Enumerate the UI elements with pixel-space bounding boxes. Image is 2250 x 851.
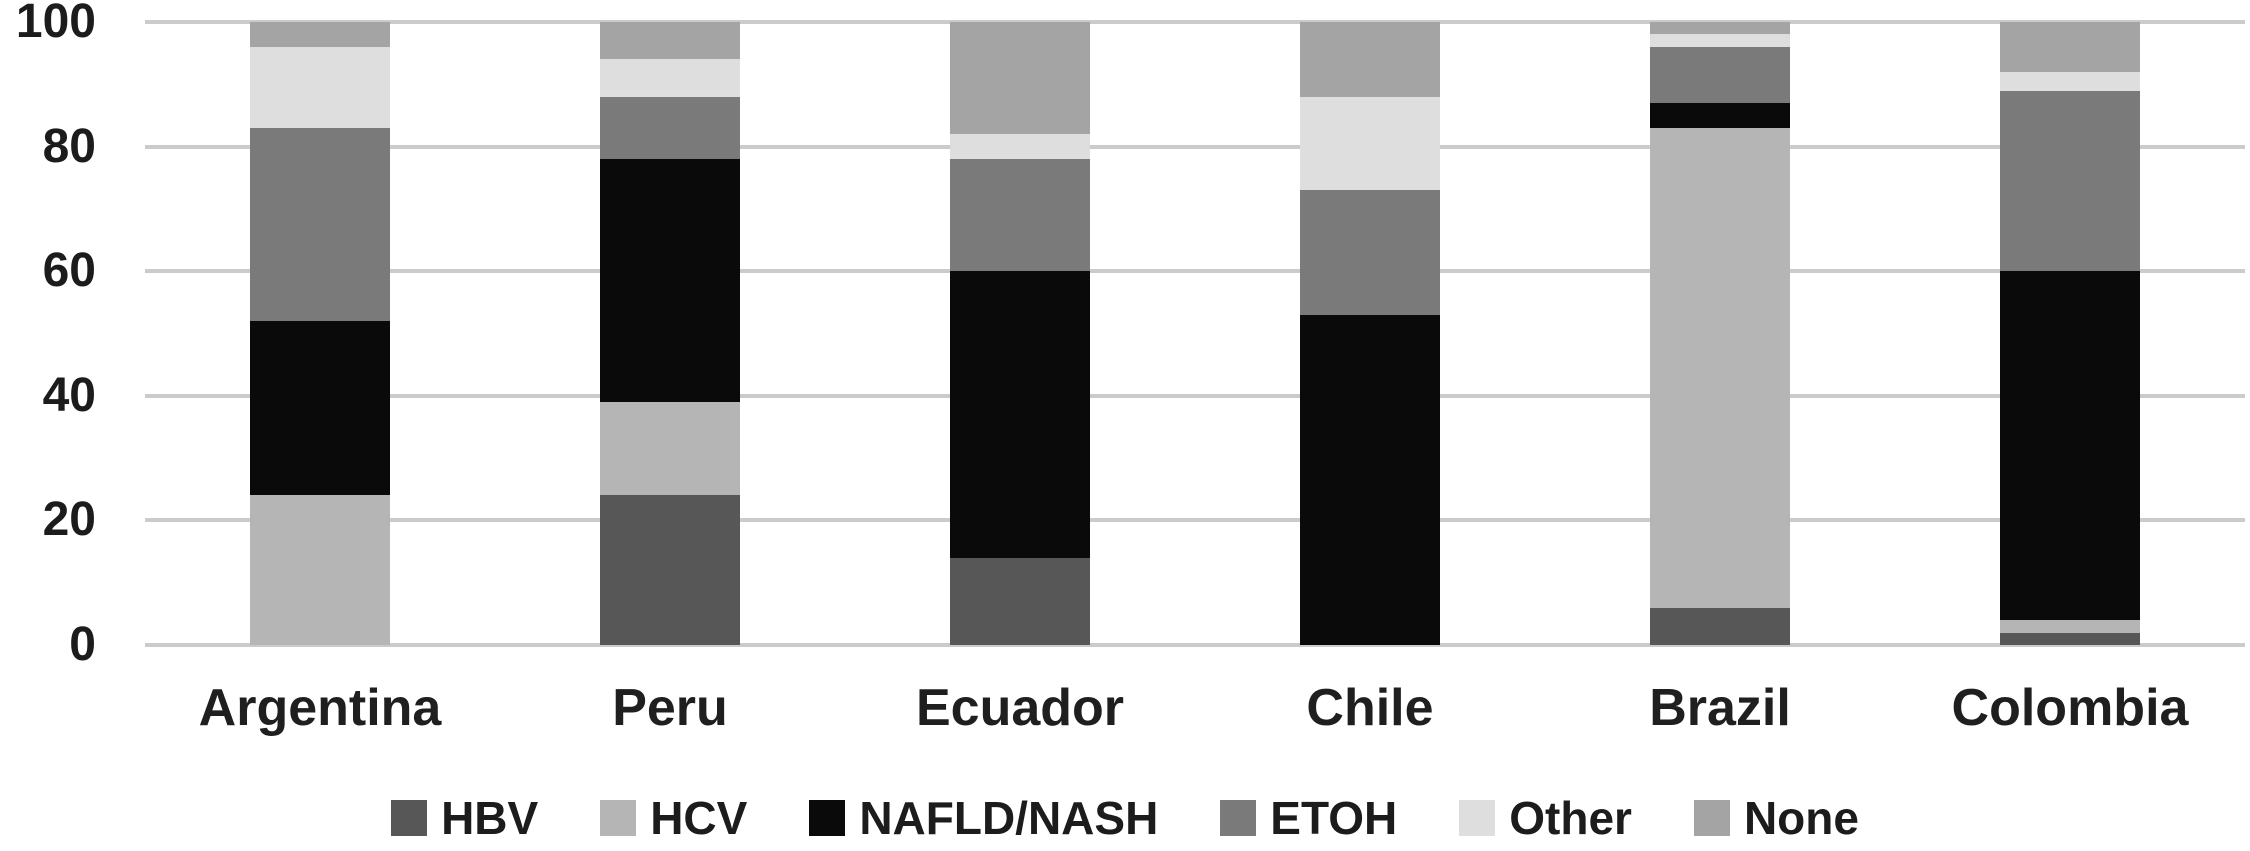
bar-segment-argentina-nafld-nash bbox=[250, 321, 390, 496]
bar-segment-peru-etoh bbox=[600, 96, 740, 160]
gridline-y-80 bbox=[145, 144, 2245, 149]
bar-segment-brazil-nafld-nash bbox=[1650, 102, 1790, 128]
gridline-y-100 bbox=[145, 20, 2245, 24]
legend-swatch-other bbox=[1459, 800, 1496, 836]
x-axis-label-ecuador: Ecuador bbox=[915, 679, 1125, 737]
bar-segment-brazil-hcv bbox=[1650, 127, 1790, 608]
legend-label-none: None bbox=[1743, 792, 1859, 844]
bar-segment-brazil-none bbox=[1650, 22, 1790, 35]
y-tick-label-80: 80 bbox=[42, 119, 96, 173]
bar-segment-argentina-hcv bbox=[250, 495, 390, 645]
bar-segment-colombia-hbv bbox=[2000, 632, 2140, 645]
y-tick-label-40: 40 bbox=[42, 368, 96, 422]
legend-label-hcv: HCV bbox=[650, 792, 748, 844]
x-axis-label-argentina: Argentina bbox=[198, 679, 442, 737]
legend: HBV HCV NAFLD/NASH ETOH Other None bbox=[0, 792, 2250, 844]
legend-label-etoh: ETOH bbox=[1270, 792, 1398, 844]
bar-segment-colombia-hcv bbox=[2000, 620, 2140, 633]
bar-segment-chile-etoh bbox=[1300, 190, 1440, 315]
x-axis-label-peru: Peru bbox=[612, 679, 728, 737]
gridline-y-40 bbox=[145, 393, 2245, 398]
y-tick-label-20: 20 bbox=[42, 493, 96, 547]
bar-segment-peru-other bbox=[600, 59, 740, 97]
x-axis-label-colombia: Colombia bbox=[1951, 679, 2189, 737]
bar-segment-chile-none bbox=[1300, 22, 1440, 97]
bar-segment-peru-nafld-nash bbox=[600, 159, 740, 403]
bar-segment-brazil-other bbox=[1650, 34, 1790, 47]
bar-segment-peru-none bbox=[600, 22, 740, 60]
x-axis-label-chile: Chile bbox=[1306, 679, 1434, 737]
bar-segment-ecuador-none bbox=[950, 22, 1090, 135]
bar-segment-chile-other bbox=[1300, 96, 1440, 191]
legend-item-hbv: HBV bbox=[391, 792, 538, 844]
bar-segment-peru-hbv bbox=[600, 495, 740, 645]
bar-segment-colombia-etoh bbox=[2000, 90, 2140, 272]
bar-segment-colombia-other bbox=[2000, 71, 2140, 91]
x-axis-label-brazil: Brazil bbox=[1649, 679, 1791, 737]
bar-segment-argentina-none bbox=[250, 22, 390, 47]
legend-label-hbv: HBV bbox=[441, 792, 539, 844]
bar-segment-colombia-nafld-nash bbox=[2000, 271, 2140, 621]
legend-item-none: None bbox=[1693, 792, 1859, 844]
gridline-y-20 bbox=[145, 518, 2245, 523]
bar-segment-argentina-other bbox=[250, 46, 390, 128]
legend-swatch-nafld-nash bbox=[809, 800, 846, 836]
bar-segment-brazil-hbv bbox=[1650, 607, 1790, 645]
bar-segment-argentina-etoh bbox=[250, 127, 390, 322]
legend-swatch-hcv bbox=[600, 800, 637, 836]
bar-segment-ecuador-hbv bbox=[950, 557, 1090, 645]
bar-segment-ecuador-etoh bbox=[950, 159, 1090, 272]
legend-item-hcv: HCV bbox=[600, 792, 747, 844]
y-tick-label-100: 100 bbox=[15, 0, 96, 48]
legend-item-other: Other bbox=[1459, 792, 1632, 844]
bar-segment-ecuador-nafld-nash bbox=[950, 271, 1090, 558]
y-tick-label-0: 0 bbox=[69, 618, 96, 671]
legend-swatch-etoh bbox=[1220, 800, 1257, 836]
y-tick-label-60: 60 bbox=[42, 244, 96, 298]
bar-segment-brazil-etoh bbox=[1650, 46, 1790, 103]
bar-segment-ecuador-other bbox=[950, 134, 1090, 160]
bar-segment-colombia-none bbox=[2000, 22, 2140, 72]
legend-item-etoh: ETOH bbox=[1220, 792, 1397, 844]
legend-item-nafld-nash: NAFLD/NASH bbox=[809, 792, 1158, 844]
legend-label-nafld-nash: NAFLD/NASH bbox=[859, 792, 1159, 844]
bar-segment-chile-nafld-nash bbox=[1300, 314, 1440, 645]
legend-swatch-none bbox=[1693, 800, 1730, 836]
gridline-y-0 bbox=[145, 643, 2245, 647]
legend-swatch-hbv bbox=[391, 800, 428, 836]
bar-segment-peru-hcv bbox=[600, 402, 740, 496]
gridline-y-60 bbox=[145, 269, 2245, 274]
legend-label-other: Other bbox=[1509, 792, 1632, 844]
